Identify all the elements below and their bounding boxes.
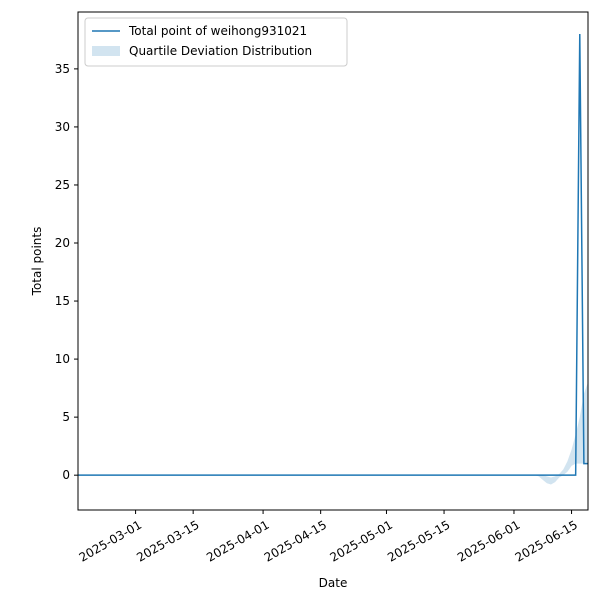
x-tick-label: 2025-03-15 <box>134 518 201 565</box>
x-tick-label: 2025-04-01 <box>204 518 271 565</box>
x-tick-label: 2025-03-01 <box>77 518 144 565</box>
y-tick-label: 15 <box>55 294 70 308</box>
quartile-band <box>530 382 588 485</box>
y-tick-label: 0 <box>62 468 70 482</box>
x-tick-label: 2025-06-01 <box>455 518 522 565</box>
legend-label: Total point of weihong931021 <box>128 24 307 38</box>
y-axis-label: Total points <box>30 227 44 297</box>
x-tick-label: 2025-05-01 <box>328 518 395 565</box>
x-axis-label: Date <box>319 576 348 590</box>
y-tick-label: 20 <box>55 236 70 250</box>
x-tick-label: 2025-04-15 <box>262 518 329 565</box>
y-tick-label: 35 <box>55 62 70 76</box>
legend-swatch <box>92 46 120 56</box>
y-tick-label: 5 <box>62 410 70 424</box>
legend-frame <box>84 17 348 67</box>
y-tick-label: 25 <box>55 178 70 192</box>
series-line <box>78 34 588 476</box>
x-tick-label: 2025-05-15 <box>385 518 452 565</box>
legend: Total point of weihong931021 Quartile Dev… <box>84 17 348 67</box>
plot-area <box>78 34 588 485</box>
legend-label: Quartile Deviation Distribution <box>129 44 312 58</box>
y-tick-label: 10 <box>55 352 70 366</box>
axes-frame <box>77 11 589 511</box>
y-tick-label: 30 <box>55 120 70 134</box>
x-tick-label: 2025-06-15 <box>513 518 580 565</box>
